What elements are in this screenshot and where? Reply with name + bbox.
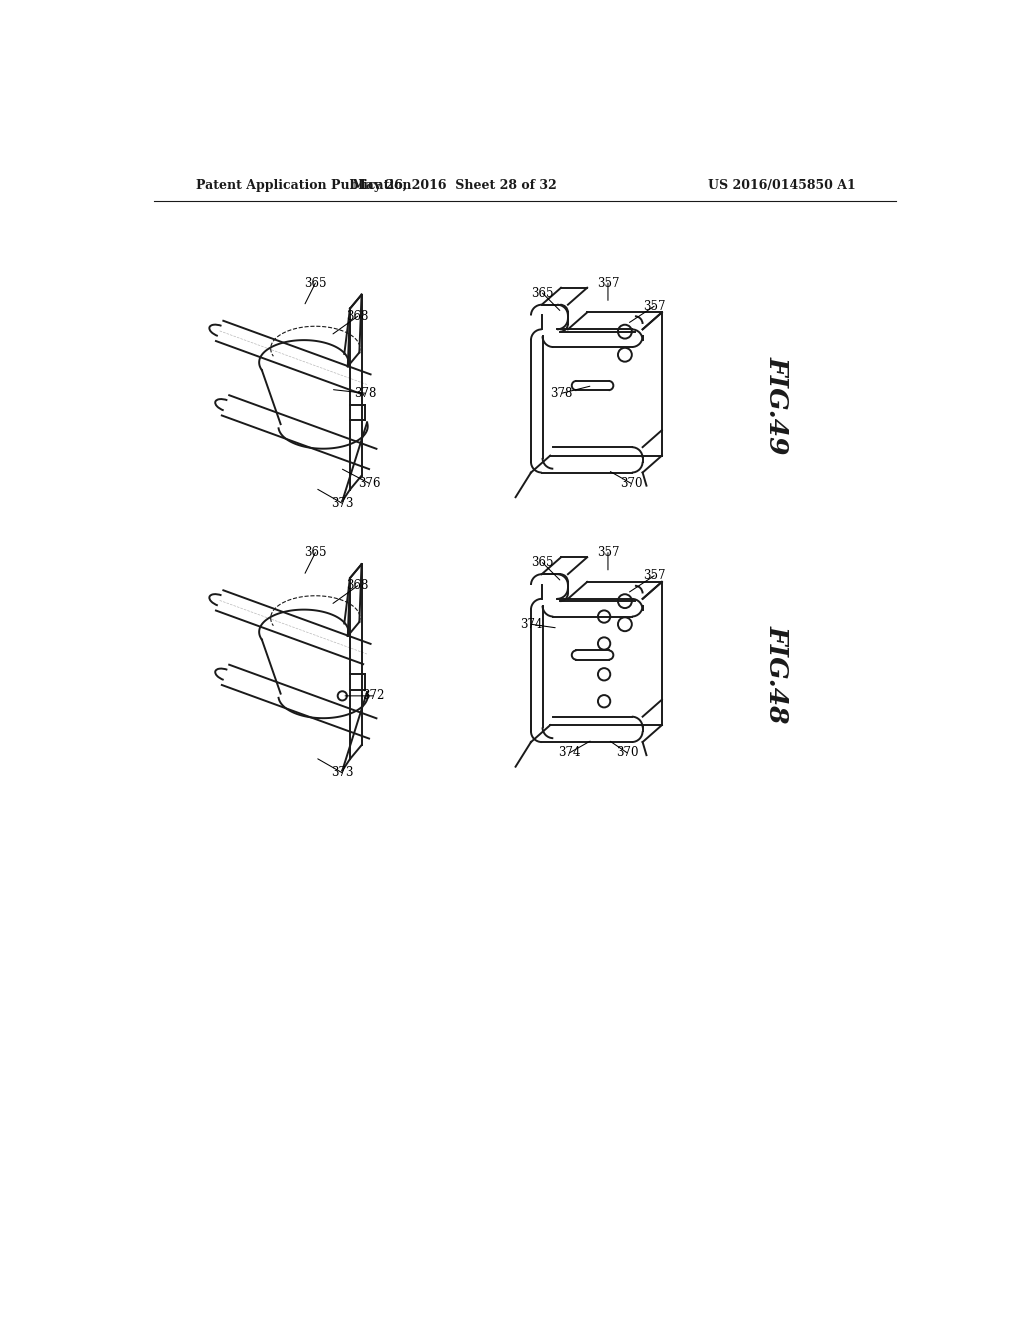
Text: 368: 368 bbox=[346, 310, 369, 323]
Text: 368: 368 bbox=[346, 579, 369, 593]
Text: 357: 357 bbox=[597, 277, 620, 289]
Text: Patent Application Publication: Patent Application Publication bbox=[196, 178, 412, 191]
Text: 378: 378 bbox=[551, 387, 573, 400]
Circle shape bbox=[617, 618, 632, 631]
Text: 365: 365 bbox=[531, 286, 554, 300]
Text: 365: 365 bbox=[304, 277, 327, 289]
Text: FIG.49: FIG.49 bbox=[765, 355, 790, 454]
Circle shape bbox=[617, 325, 632, 339]
Circle shape bbox=[598, 610, 610, 623]
Circle shape bbox=[598, 668, 610, 681]
Circle shape bbox=[598, 696, 610, 708]
Text: 373: 373 bbox=[331, 496, 353, 510]
Text: 370: 370 bbox=[620, 477, 642, 490]
Text: 372: 372 bbox=[361, 689, 384, 702]
Text: 378: 378 bbox=[354, 387, 377, 400]
Text: 357: 357 bbox=[597, 546, 620, 560]
Text: 370: 370 bbox=[616, 746, 638, 759]
Text: 373: 373 bbox=[331, 767, 353, 779]
Circle shape bbox=[598, 638, 610, 649]
Text: 376: 376 bbox=[358, 477, 381, 490]
Text: May 26, 2016  Sheet 28 of 32: May 26, 2016 Sheet 28 of 32 bbox=[351, 178, 556, 191]
Text: 357: 357 bbox=[643, 300, 666, 313]
Text: 374: 374 bbox=[520, 618, 543, 631]
Text: FIG.48: FIG.48 bbox=[765, 626, 790, 723]
Circle shape bbox=[617, 594, 632, 609]
Text: 365: 365 bbox=[531, 556, 554, 569]
Text: 365: 365 bbox=[304, 546, 327, 560]
Text: US 2016/0145850 A1: US 2016/0145850 A1 bbox=[708, 178, 856, 191]
Circle shape bbox=[617, 348, 632, 362]
Text: 357: 357 bbox=[643, 569, 666, 582]
Text: 374: 374 bbox=[558, 746, 581, 759]
Circle shape bbox=[338, 692, 347, 701]
